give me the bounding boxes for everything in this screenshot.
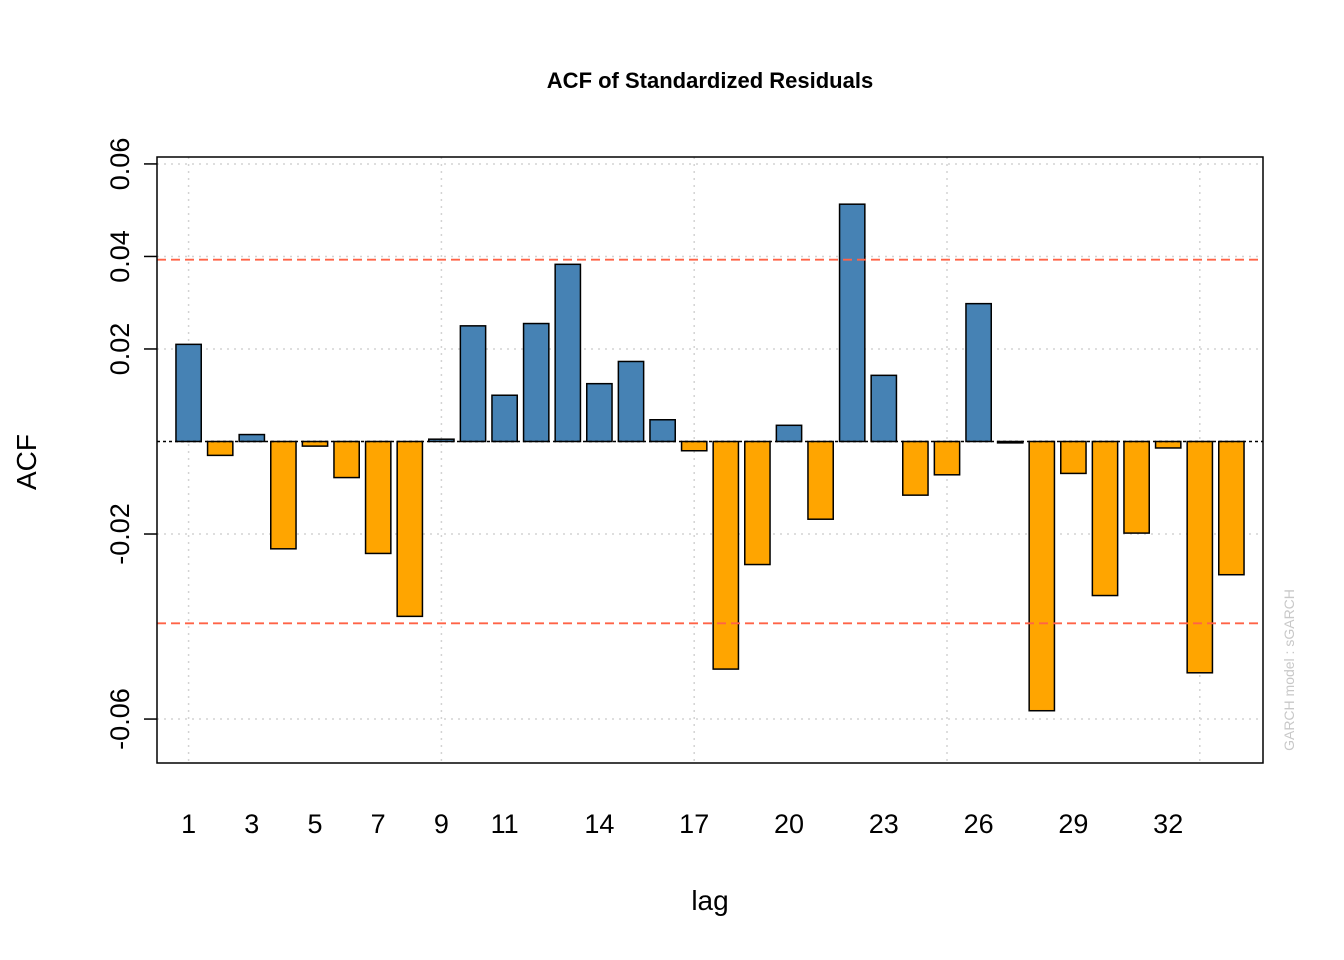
x-tick-label: 14 bbox=[584, 809, 614, 839]
acf-bar-lag-25 bbox=[933, 440, 961, 476]
acf-bar-lag-2 bbox=[206, 440, 234, 457]
x-tick-label: 26 bbox=[964, 809, 994, 839]
x-tick-label: 5 bbox=[307, 809, 322, 839]
acf-bar-lag-4 bbox=[270, 440, 297, 550]
acf-bar-lag-28 bbox=[1028, 440, 1056, 712]
acf-bar-lag-29 bbox=[1060, 440, 1087, 475]
acf-bar-lag-20 bbox=[775, 424, 803, 443]
acf-bar-lag-13 bbox=[554, 263, 582, 443]
acf-bar-lag-14 bbox=[586, 382, 613, 443]
x-axis-labels: 1 3 5 7 9 11 14 17 20 23 26 29 32 bbox=[181, 809, 1183, 839]
acf-bar-lag-1 bbox=[175, 343, 202, 443]
acf-bar-lag-32 bbox=[1154, 440, 1182, 449]
x-tick-label: 17 bbox=[679, 809, 709, 839]
y-axis-label: ACF bbox=[11, 434, 42, 490]
x-tick-label: 3 bbox=[244, 809, 259, 839]
acf-bar-lag-7 bbox=[364, 440, 392, 555]
acf-bar-lag-18 bbox=[712, 440, 740, 670]
acf-bar-lag-21 bbox=[807, 440, 834, 520]
acf-bar-lag-30 bbox=[1091, 440, 1119, 597]
chart-title: ACF of Standardized Residuals bbox=[547, 68, 873, 93]
plot-frame bbox=[156, 156, 1264, 764]
acf-bar-lag-11 bbox=[491, 394, 518, 443]
x-tick-label: 11 bbox=[491, 809, 519, 839]
bars bbox=[175, 203, 1245, 712]
x-axis-label: lag bbox=[691, 885, 728, 916]
acf-bar-lag-8 bbox=[396, 440, 424, 618]
x-tick-label: 23 bbox=[869, 809, 899, 839]
acf-bar-lag-34 bbox=[1218, 440, 1245, 576]
model-footnote: GARCH model : sGARCH bbox=[1281, 589, 1297, 751]
acf-bar-lag-3 bbox=[238, 433, 266, 443]
y-tick-label: 0.04 bbox=[105, 230, 135, 283]
acf-bar-lag-17 bbox=[680, 440, 708, 452]
acf-bar-lag-24 bbox=[902, 440, 929, 496]
acf-bar-lag-31 bbox=[1123, 440, 1150, 534]
acf-bar-lag-22 bbox=[838, 203, 866, 443]
y-tick-label: -0.02 bbox=[105, 503, 135, 565]
acf-bar-lag-10 bbox=[459, 325, 487, 443]
acf-bar-lag-26 bbox=[965, 302, 992, 443]
x-tick-label: 20 bbox=[774, 809, 804, 839]
acf-bar-lag-12 bbox=[522, 322, 550, 443]
acf-bar-lag-23 bbox=[870, 374, 898, 443]
y-tick-label: 0.06 bbox=[105, 138, 135, 191]
confidence-bounds bbox=[157, 258, 1263, 625]
acf-bar-lag-19 bbox=[744, 440, 771, 566]
acf-bar-lag-33 bbox=[1186, 440, 1214, 674]
x-tick-label: 7 bbox=[371, 809, 386, 839]
x-tick-label: 1 bbox=[181, 809, 196, 839]
x-tick-label: 32 bbox=[1153, 809, 1183, 839]
y-tick-label: 0.02 bbox=[105, 323, 135, 376]
x-tick-label: 29 bbox=[1058, 809, 1088, 839]
acf-bar-lag-6 bbox=[333, 440, 360, 479]
y-axis: 0.06 0.04 0.02 -0.02 -0.06 bbox=[105, 138, 157, 750]
acf-bar-lag-15 bbox=[617, 360, 645, 443]
acf-bar-lag-16 bbox=[649, 419, 676, 443]
y-tick-label: -0.06 bbox=[105, 688, 135, 750]
x-tick-label: 9 bbox=[434, 809, 449, 839]
